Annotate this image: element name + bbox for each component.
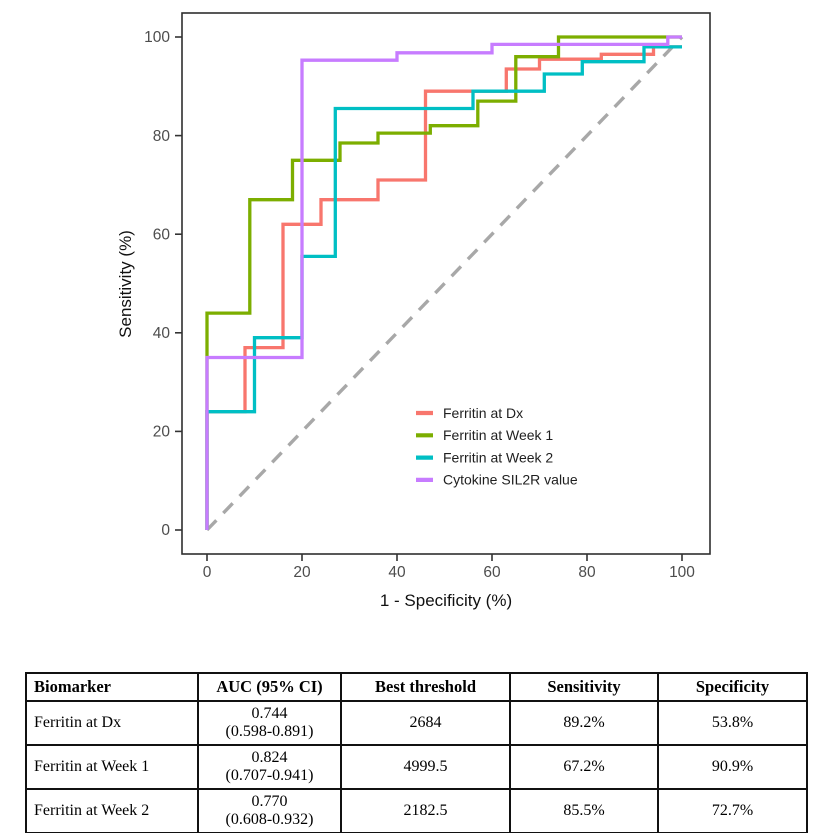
auc-value: 0.824 — [251, 749, 288, 767]
cell-sensitivity: 67.2% — [509, 744, 659, 790]
roc-curves-group — [205, 35, 682, 530]
col-header-auc: AUC (95% CI) — [197, 672, 342, 702]
y-tick-label-20: 20 — [153, 424, 171, 441]
x-tick-label-0: 0 — [203, 564, 212, 581]
cell-biomarker: Ferritin at Week 1 — [25, 744, 199, 790]
cell-best-threshold: 4999.5 — [340, 744, 511, 790]
cell-auc: 0.770 (0.608-0.932) — [197, 788, 342, 833]
col-header-specificity: Specificity — [657, 672, 808, 702]
table-row: Ferritin at Dx 0.744 (0.598-0.891) 2684 … — [25, 700, 808, 746]
cell-best-threshold: 2684 — [340, 700, 511, 746]
x-tick-label-40: 40 — [388, 564, 406, 581]
legend-label-cytokine-sil2r-value: Cytokine SIL2R value — [443, 472, 578, 488]
col-header-best-threshold: Best threshold — [340, 672, 511, 702]
legend-label-ferritin-at-week-2: Ferritin at Week 2 — [443, 449, 553, 465]
cell-auc: 0.744 (0.598-0.891) — [197, 700, 342, 746]
cell-specificity: 90.9% — [657, 744, 808, 790]
chance-diagonal-line — [205, 35, 684, 532]
cell-biomarker: Ferritin at Dx — [25, 700, 199, 746]
cell-sensitivity: 85.5% — [509, 788, 659, 833]
y-tick-label-100: 100 — [144, 29, 170, 46]
plot-panel-border — [181, 12, 711, 555]
cell-biomarker: Ferritin at Week 2 — [25, 788, 199, 833]
y-tick-label-60: 60 — [153, 226, 171, 243]
legend: Ferritin at Dx Ferritin at Week 1 Ferritin… — [416, 405, 578, 488]
x-tick-label-100: 100 — [669, 564, 695, 581]
auc-value: 0.744 — [251, 705, 288, 723]
y-tick-label-80: 80 — [153, 128, 171, 145]
auc-ci: (0.707-0.941) — [225, 767, 314, 784]
y-tick-label-0: 0 — [161, 522, 170, 539]
table-row: Ferritin at Week 1 0.824 (0.707-0.941) 4… — [25, 744, 808, 790]
table-header-row: Biomarker AUC (95% CI) Best threshold Se… — [25, 672, 808, 702]
x-axis-title: 1 - Specificity (%) — [380, 591, 512, 610]
cell-specificity: 53.8% — [657, 700, 808, 746]
cell-sensitivity: 89.2% — [509, 700, 659, 746]
y-axis-title: Sensitivity (%) — [116, 230, 135, 338]
cell-best-threshold: 2182.5 — [340, 788, 511, 833]
roc-curve-ferritin-at-week-1 — [205, 35, 682, 530]
cell-auc: 0.824 (0.707-0.941) — [197, 744, 342, 790]
legend-label-ferritin-at-week-1: Ferritin at Week 1 — [443, 427, 553, 443]
auc-ci: (0.608-0.932) — [225, 811, 314, 828]
x-tick-label-80: 80 — [578, 564, 596, 581]
cell-specificity: 72.7% — [657, 788, 808, 833]
col-header-biomarker: Biomarker — [25, 672, 199, 702]
auc-value: 0.770 — [251, 793, 288, 811]
auc-ci: (0.598-0.891) — [225, 723, 314, 740]
x-tick-label-20: 20 — [293, 564, 311, 581]
table-row: Ferritin at Week 2 0.770 (0.608-0.932) 2… — [25, 788, 808, 833]
roc-curve-cytokine-sil2r-value — [205, 35, 682, 530]
biomarker-metrics-table: Biomarker AUC (95% CI) Best threshold Se… — [25, 672, 808, 833]
roc-curve-ferritin-at-dx — [205, 45, 682, 530]
reference-line-group — [205, 35, 684, 532]
legend-label-ferritin-at-dx: Ferritin at Dx — [443, 405, 523, 421]
x-tick-label-60: 60 — [483, 564, 501, 581]
axis-ticks: 0 20 40 60 80 100 0 20 40 60 80 100 — [144, 29, 695, 581]
roc-chart: 0 20 40 60 80 100 0 20 40 60 80 100 Ferritin at Dx F… — [115, 5, 725, 625]
y-tick-label-40: 40 — [153, 325, 171, 342]
col-header-sensitivity: Sensitivity — [509, 672, 659, 702]
roc-curve-ferritin-at-week-2 — [205, 45, 682, 530]
